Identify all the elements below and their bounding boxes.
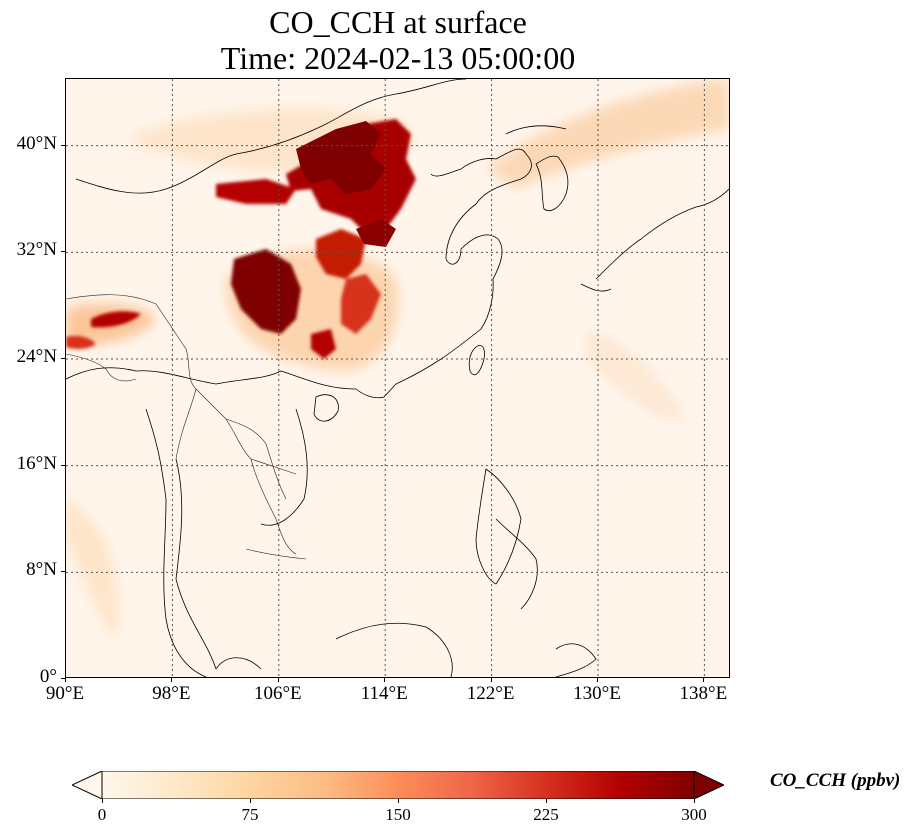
lat-tick-mark xyxy=(61,144,65,146)
colorbar-tick-mark xyxy=(398,799,399,803)
lon-tick-label: 138°E xyxy=(679,683,728,704)
lat-tick-mark xyxy=(61,464,65,466)
colorbar-tick-label: 150 xyxy=(385,805,411,824)
map-title: CO_CCH at surface xyxy=(269,4,527,40)
gridlines xyxy=(66,79,729,677)
co-plume-peak xyxy=(244,121,396,324)
colorbar-tick-label: 225 xyxy=(533,805,559,824)
lon-tick-mark xyxy=(277,678,279,682)
lat-tick-mark xyxy=(61,251,65,253)
map-timestamp: Time: 2024-02-13 05:00:00 xyxy=(220,40,576,76)
lat-tick-label: 8°N xyxy=(26,559,57,581)
lat-tick-mark xyxy=(61,571,65,573)
lon-tick-mark xyxy=(171,678,173,682)
lon-tick-label: 122°E xyxy=(466,683,515,704)
colorbar-gradient xyxy=(101,771,695,799)
coastlines xyxy=(66,79,729,677)
country-borders xyxy=(66,294,307,560)
colorbar-tick-label: 75 xyxy=(241,805,259,824)
map-panel xyxy=(65,78,730,678)
colorbar-tick-mark xyxy=(694,799,695,803)
colorbar xyxy=(72,771,724,799)
lat-tick-label: 32°N xyxy=(16,239,57,261)
colorbar-tick-label: 300 xyxy=(681,805,707,824)
lat-tick-mark xyxy=(61,358,65,359)
lon-tick-label: 98°E xyxy=(152,683,191,704)
lon-tick-mark xyxy=(597,678,598,682)
lat-tick-label: 24°N xyxy=(16,346,57,367)
lat-tick-label: 0° xyxy=(39,666,57,687)
lon-tick-mark xyxy=(703,678,705,682)
lon-tick-label: 130°E xyxy=(573,683,621,704)
colorbar-tick-mark xyxy=(546,799,547,803)
colorbar-tick-mark xyxy=(102,799,103,803)
colorbar-title: CO_CCH (ppbv) xyxy=(770,770,901,791)
lon-tick-label: 90°E xyxy=(45,683,85,704)
colorbar-extend-max xyxy=(693,771,724,799)
lat-tick-label: 16°N xyxy=(16,452,57,474)
lon-tick-mark xyxy=(490,678,492,682)
lat-tick-mark xyxy=(61,678,65,679)
lon-tick-label: 114°E xyxy=(360,683,408,704)
colorbar-extend-min xyxy=(72,771,103,799)
lon-tick-mark xyxy=(384,678,386,682)
lon-tick-label: 106°E xyxy=(253,683,302,704)
lat-tick-label: 40°N xyxy=(16,132,57,154)
colorbar-tick-label: 0 xyxy=(97,805,107,824)
lon-tick-mark xyxy=(65,678,66,682)
colorbar-tick-mark xyxy=(250,799,251,803)
